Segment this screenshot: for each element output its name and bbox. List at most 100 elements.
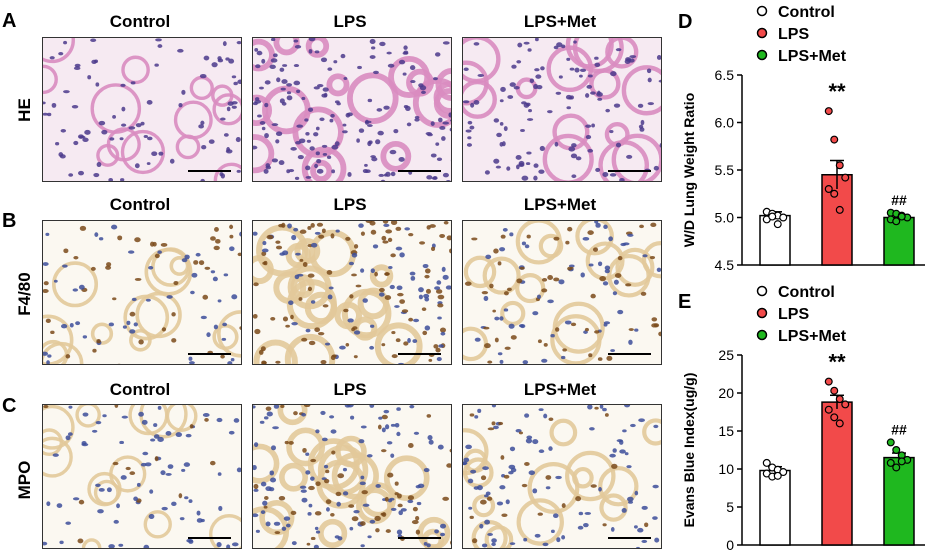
cell-nucleus [383, 409, 390, 414]
cell-nucleus [65, 435, 71, 441]
cell-nucleus [387, 472, 394, 478]
cell-nucleus [521, 483, 528, 488]
cell-nucleus [128, 126, 136, 130]
cell-nucleus [47, 354, 52, 358]
cell-nucleus [336, 102, 341, 106]
cell-nucleus [437, 444, 444, 450]
data-point [892, 463, 901, 472]
cell-nucleus [505, 499, 510, 505]
alveolar-wall [565, 450, 616, 502]
cell-nucleus [522, 360, 529, 364]
cell-nucleus [378, 292, 385, 297]
cell-nucleus [384, 272, 390, 276]
cell-nucleus [270, 38, 276, 42]
cell-nucleus [323, 464, 329, 469]
cell-nucleus [308, 49, 313, 54]
legend-label: LPS+Met [778, 48, 847, 65]
cell-nucleus [510, 335, 517, 340]
cell-nucleus [45, 318, 51, 324]
cell-nucleus [171, 338, 177, 343]
col-title-row-a-lps-met: LPS+Met [523, 12, 597, 31]
chart-d-wd-ratio: D Control LPS LPS+Met 4.5 5.0 5.5 6.0 6.5 W/D Lun… [678, 4, 925, 273]
cell-nucleus [329, 415, 335, 419]
cell-nucleus [157, 436, 164, 442]
cell-nucleus [384, 295, 392, 301]
cell-nucleus [278, 160, 285, 166]
cell-nucleus [263, 416, 269, 420]
cell-nucleus [561, 503, 566, 509]
cell-nucleus [102, 414, 107, 418]
cell-nucleus [365, 169, 371, 174]
cell-nucleus [442, 121, 449, 125]
cell-nucleus [296, 124, 304, 128]
micrograph-he-lps-met [462, 37, 662, 182]
cell-nucleus [329, 118, 334, 123]
cell-nucleus [287, 223, 292, 229]
alveolar-wall [212, 93, 241, 126]
cell-nucleus [397, 503, 403, 508]
cell-nucleus [200, 178, 205, 181]
cell-nucleus [288, 169, 295, 173]
cell-nucleus [154, 456, 159, 462]
cell-nucleus [537, 339, 542, 344]
cell-nucleus [493, 425, 499, 430]
cell-nucleus [424, 325, 431, 331]
cell-nucleus [640, 119, 645, 126]
cell-nucleus [315, 530, 321, 534]
cell-nucleus [637, 527, 644, 533]
alveolar-wall [81, 538, 102, 548]
cell-nucleus [389, 497, 395, 501]
cell-nucleus [396, 431, 401, 437]
cell-nucleus [396, 407, 401, 411]
cell-nucleus [94, 59, 99, 64]
cell-nucleus [62, 264, 68, 268]
cell-nucleus [484, 494, 489, 498]
alveolar-wall [374, 322, 423, 364]
cell-nucleus [585, 135, 592, 140]
cell-nucleus [629, 55, 637, 59]
cell-nucleus [565, 240, 570, 245]
cell-nucleus [196, 510, 201, 516]
cell-nucleus [473, 486, 480, 490]
y-tick-label: 0 [726, 537, 734, 553]
cell-nucleus [265, 521, 271, 527]
bar-control [759, 469, 791, 546]
cell-nucleus [526, 435, 533, 440]
alveolar-wall [346, 72, 399, 125]
cell-nucleus [416, 501, 422, 506]
cell-nucleus [92, 348, 97, 353]
cell-nucleus [533, 83, 538, 90]
cell-nucleus [499, 316, 504, 321]
cell-nucleus [412, 506, 418, 512]
cell-nucleus [553, 236, 560, 241]
cell-nucleus [497, 261, 502, 266]
cell-nucleus [464, 281, 472, 286]
cell-nucleus [231, 105, 237, 109]
cell-nucleus [195, 252, 201, 257]
micrograph-background [43, 405, 241, 548]
cell-nucleus [494, 337, 499, 343]
cell-nucleus [313, 544, 319, 548]
cell-nucleus [403, 45, 408, 50]
cell-nucleus [96, 162, 102, 168]
cell-nucleus [272, 426, 279, 430]
cell-nucleus [210, 236, 216, 241]
cell-nucleus [109, 137, 115, 141]
cell-nucleus [426, 175, 433, 180]
cell-nucleus [308, 38, 316, 42]
cell-nucleus [261, 248, 269, 253]
cell-nucleus [286, 83, 293, 87]
cell-nucleus [53, 279, 58, 283]
alveolar-wall [120, 129, 166, 175]
cell-nucleus [121, 106, 126, 112]
cell-nucleus [280, 87, 286, 91]
cell-nucleus [477, 74, 485, 77]
cell-nucleus [253, 313, 258, 319]
cell-nucleus [314, 231, 321, 235]
cell-nucleus [642, 254, 648, 258]
cell-nucleus [565, 94, 572, 100]
cell-nucleus [443, 221, 449, 225]
cell-nucleus [262, 240, 267, 246]
alveolar-wall [253, 134, 275, 174]
cell-nucleus [573, 40, 577, 44]
